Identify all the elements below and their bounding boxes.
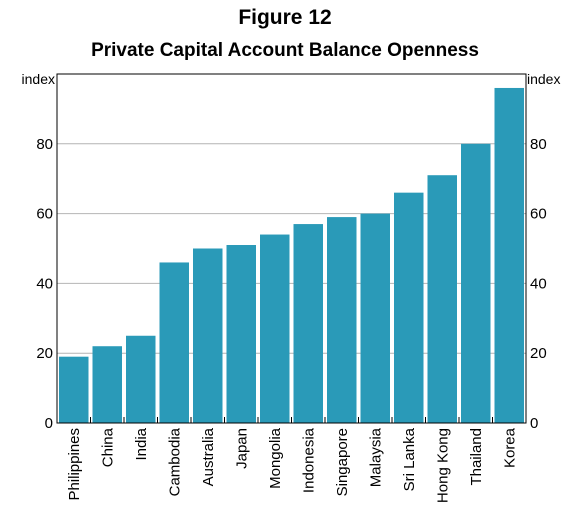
bar [427, 175, 457, 423]
x-axis-labels: Philippines China India Cambodia Australia Ja… [66, 427, 519, 503]
x-tick-label: Mongolia [267, 427, 284, 489]
bar [92, 346, 122, 423]
x-tick-label: India [133, 427, 150, 460]
y-tick-label-left: 80 [36, 136, 53, 153]
x-tick-label: Japan [233, 428, 250, 469]
bar [327, 217, 357, 423]
bar [159, 262, 189, 423]
bar [494, 87, 524, 424]
x-tick-label: China [99, 427, 116, 467]
bar [394, 192, 424, 423]
y-tick-label-right: 80 [530, 136, 547, 153]
y-tick-label-left: 60 [36, 206, 53, 223]
x-tick-label: Singapore [334, 428, 351, 496]
bar [193, 248, 223, 423]
bar [360, 213, 390, 423]
figure-number: Figure 12 [238, 6, 332, 29]
bar [59, 356, 89, 423]
chart-title: Private Capital Account Balance Openness [91, 40, 479, 61]
y-unit-right: index [527, 71, 560, 87]
tick-marks [90, 417, 493, 423]
y-tick-label-right: 40 [530, 275, 547, 292]
x-tick-label: Indonesia [300, 427, 317, 493]
bar [126, 335, 156, 423]
x-tick-label: Cambodia [166, 427, 183, 496]
x-tick-label: Sri Lanka [401, 427, 418, 491]
y-tick-label-left: 0 [45, 415, 53, 432]
y-tick-label-right: 60 [530, 206, 547, 223]
x-tick-label: Thailand [468, 428, 485, 486]
plot-frame [56, 73, 527, 424]
x-tick-label: Hong Kong [434, 428, 451, 503]
x-tick-label: Korea [501, 427, 518, 468]
bar [260, 234, 290, 423]
x-tick-label: Philippines [66, 428, 83, 501]
y-tick-label-right: 0 [530, 415, 538, 432]
y-tick-label-right: 20 [530, 345, 547, 362]
x-tick-label: Australia [200, 427, 217, 486]
bar [226, 245, 256, 423]
y-tick-label-left: 40 [36, 275, 53, 292]
bar [293, 224, 323, 423]
y-tick-label-left: 20 [36, 345, 53, 362]
bar [461, 143, 491, 424]
y-axis-right: 0 20 40 60 80 [530, 136, 547, 432]
y-unit-left: index [22, 71, 55, 87]
x-tick-label: Malaysia [367, 427, 384, 487]
y-axis-left: 0 20 40 60 80 [36, 136, 53, 432]
bars [59, 87, 524, 424]
